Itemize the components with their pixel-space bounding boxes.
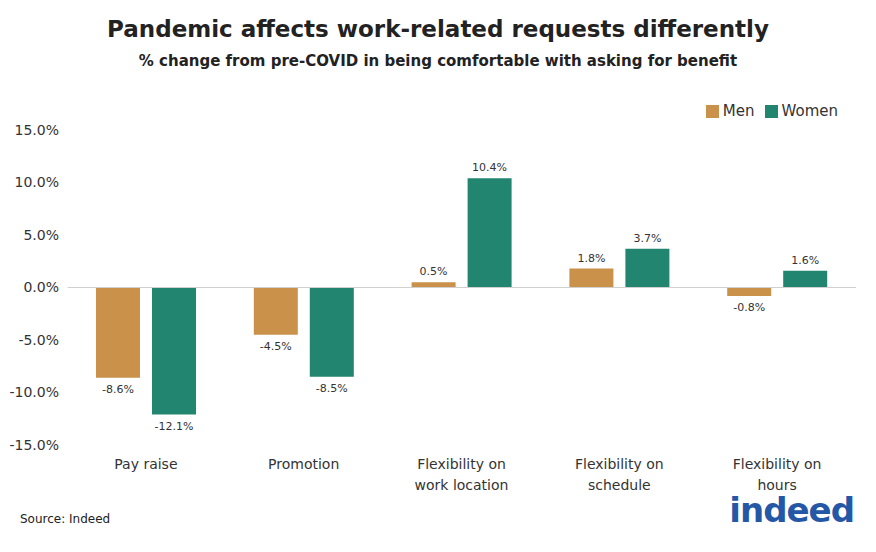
html-text:% change from pre-COVID in bei: % change from pre-COVID in being comfort… [138,52,738,70]
svg-text:-12.1%: -12.1% [155,420,194,433]
svg-text:Promotion: Promotion [268,456,339,472]
svg-text:0.5%: 0.5% [420,265,448,278]
svg-text:1.8%: 1.8% [577,252,605,265]
html-text:Source: Indeed: Source: Indeed [20,512,111,526]
svg-text:-8.5%: -8.5% [316,382,348,395]
svg-text:Flexibility onwork location: Flexibility onwork location [415,456,509,493]
svg-text:10.4%: 10.4% [472,161,507,174]
svg-text:-4.5%: -4.5% [260,340,292,353]
svg-text:-15.0%: -15.0% [9,437,59,453]
svg-text:-0.8%: -0.8% [733,301,765,314]
svg-text:-8.6%: -8.6% [102,383,134,396]
svg-text:3.7%: 3.7% [633,232,661,245]
svg-text:0.0%: 0.0% [23,279,59,295]
html-text:indeed: indeed [729,490,854,530]
html-text:Pandemic affects work-related: Pandemic affects work-related requests d… [107,16,769,42]
svg-text:Pay raise: Pay raise [114,456,177,472]
html-text:Women: Women [781,102,838,120]
svg-text:1.6%: 1.6% [791,254,819,267]
svg-text:10.0%: 10.0% [15,174,59,190]
svg-text:15.0%: 15.0% [15,122,59,138]
svg-text:-5.0%: -5.0% [18,332,59,348]
html-text:Men: Men [722,102,755,120]
svg-text:-10.0%: -10.0% [9,384,59,400]
svg-text:Flexibility onhours: Flexibility onhours [733,456,822,493]
svg-text:Flexibility onschedule: Flexibility onschedule [575,456,664,493]
svg-text:5.0%: 5.0% [23,227,59,243]
